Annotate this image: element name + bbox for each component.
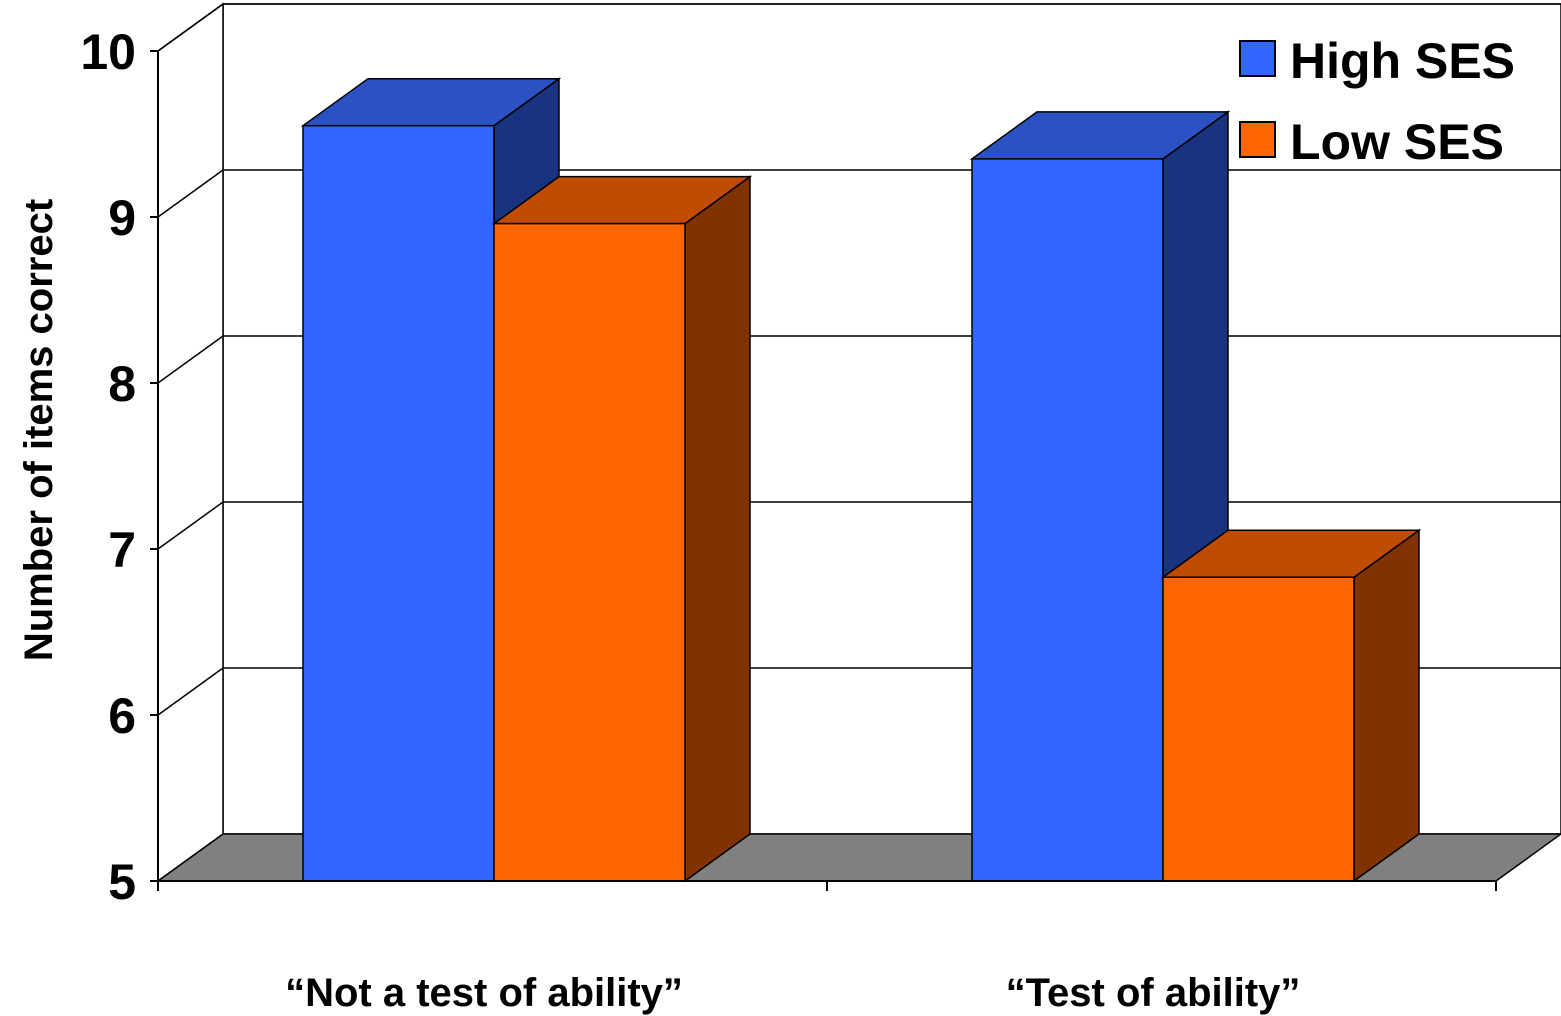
y-tick-label: 5 [108,854,136,910]
bar-low-ses-1 [1160,528,1422,883]
category-label: “Not a test of ability” [285,971,683,1015]
y-tick-label: 10 [80,24,136,80]
legend-swatch [1239,121,1276,158]
bars [300,77,1422,883]
axes [150,50,1497,891]
legend-item: High SES [1239,33,1515,89]
category-labels: “Not a test of ability” “Test of ability” [285,971,1300,1015]
legend-label: High SES [1290,33,1515,89]
legend: High SES Low SES [1239,33,1515,170]
bar-front [493,222,686,882]
y-tick-label: 9 [108,190,136,246]
y-tick-label: 7 [108,522,136,578]
side-wall [157,2,224,883]
y-tick-label: 6 [108,688,136,744]
legend-label: Low SES [1290,114,1504,170]
bar-front [1162,576,1355,882]
bar-front [302,124,495,882]
legend-item: Low SES [1239,114,1504,170]
legend-swatch [1239,40,1276,77]
bar-low-ses-0 [491,175,753,883]
y-tick-label: 8 [108,356,136,412]
y-tick-labels: 5 6 7 8 9 10 [80,24,136,910]
category-label: “Test of ability” [1006,971,1301,1015]
bar-side [684,175,751,883]
bar-side [1353,528,1420,883]
gridline [157,3,1561,52]
bar-front [971,158,1164,882]
y-axis-label: Number of items correct [17,199,61,661]
